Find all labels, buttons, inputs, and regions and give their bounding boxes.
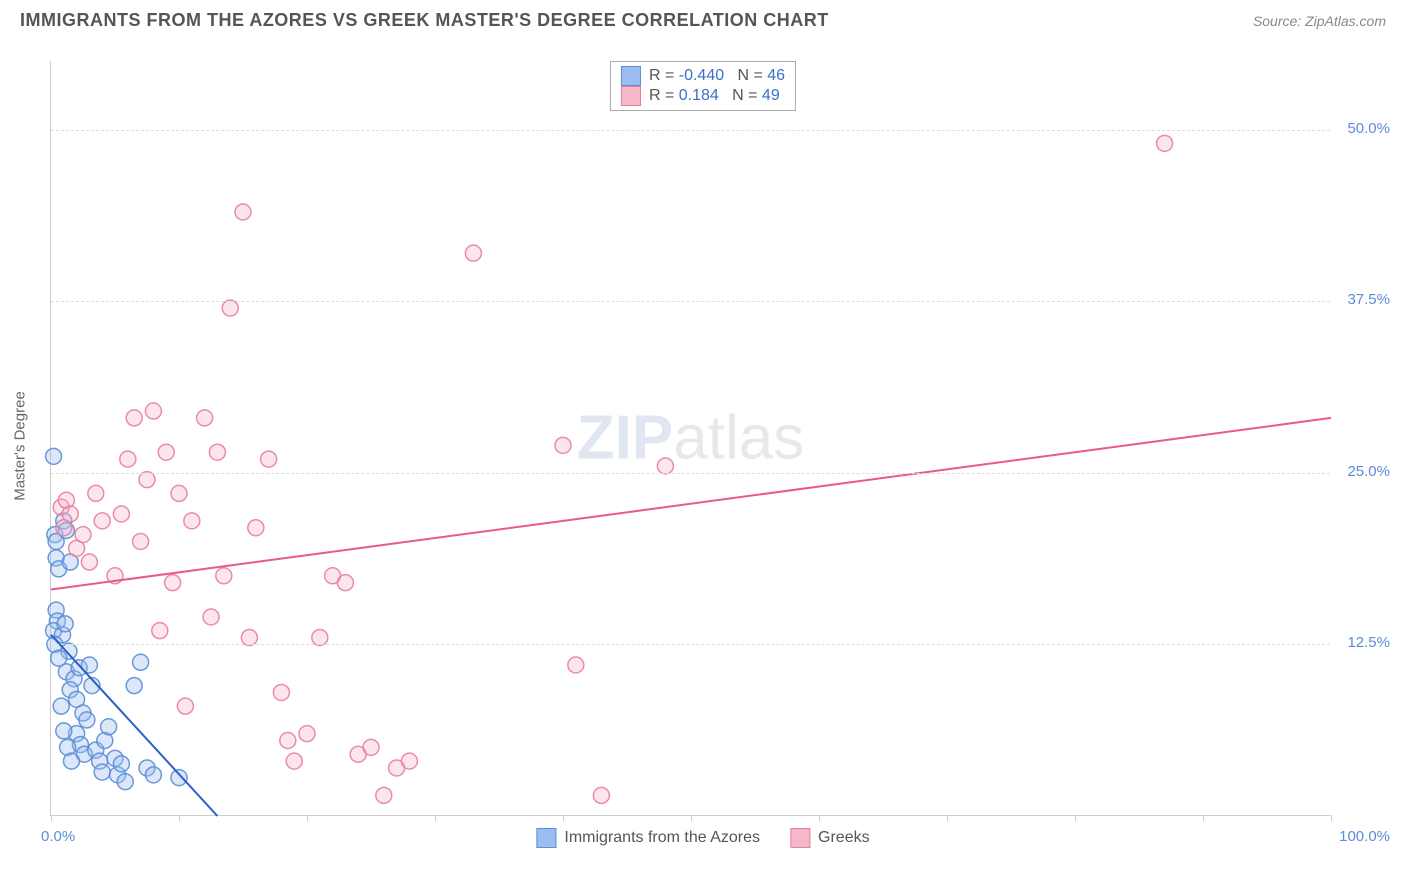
scatter-point: [79, 712, 95, 728]
scatter-point: [401, 753, 417, 769]
x-tick-mark: [1075, 815, 1076, 821]
legend-swatch: [621, 86, 641, 106]
scatter-point: [1157, 135, 1173, 151]
trend-line: [51, 418, 1331, 590]
scatter-point: [248, 520, 264, 536]
scatter-point: [209, 444, 225, 460]
scatter-point: [46, 448, 62, 464]
scatter-point: [299, 726, 315, 742]
scatter-point: [376, 787, 392, 803]
scatter-point: [197, 410, 213, 426]
y-axis-label: Master's Degree: [12, 391, 29, 501]
x-tick-mark: [1331, 815, 1332, 821]
scatter-point: [62, 506, 78, 522]
scatter-point: [145, 403, 161, 419]
x-tick-mark: [435, 815, 436, 821]
legend-row: R = -0.440 N = 46: [621, 66, 785, 86]
source-attribution: Source: ZipAtlas.com: [1253, 13, 1386, 29]
scatter-point: [280, 733, 296, 749]
scatter-point: [133, 533, 149, 549]
scatter-point: [94, 764, 110, 780]
scatter-point: [126, 410, 142, 426]
x-tick-mark: [307, 815, 308, 821]
scatter-point: [555, 437, 571, 453]
scatter-point: [171, 770, 187, 786]
gridline: [51, 473, 1330, 474]
scatter-point: [152, 623, 168, 639]
scatter-point: [177, 698, 193, 714]
chart-container: Master's Degree R = -0.440 N = 46 R = 0.1…: [0, 36, 1406, 856]
x-tick-mark: [179, 815, 180, 821]
scatter-point: [286, 753, 302, 769]
legend-swatch: [790, 828, 810, 848]
scatter-point: [101, 719, 117, 735]
scatter-point: [53, 698, 69, 714]
scatter-point: [203, 609, 219, 625]
scatter-point: [117, 774, 133, 790]
scatter-point: [51, 650, 67, 666]
scatter-point: [568, 657, 584, 673]
x-tick-label: 100.0%: [1335, 828, 1390, 845]
scatter-point: [337, 575, 353, 591]
plot-area: ZIPatlas 12.5%25.0%37.5%50.0%0.0%100.0%: [50, 61, 1330, 816]
legend-item: Greeks: [790, 828, 870, 848]
scatter-point: [145, 767, 161, 783]
scatter-point: [241, 630, 257, 646]
scatter-point: [165, 575, 181, 591]
x-tick-label: 0.0%: [41, 828, 75, 845]
legend-label: Immigrants from the Azores: [564, 829, 760, 847]
legend-swatch: [536, 828, 556, 848]
scatter-svg: [51, 61, 1330, 815]
scatter-point: [216, 568, 232, 584]
chart-title: IMMIGRANTS FROM THE AZORES VS GREEK MAST…: [20, 10, 829, 31]
legend-label: Greeks: [818, 829, 870, 847]
scatter-point: [261, 451, 277, 467]
correlation-legend: R = -0.440 N = 46 R = 0.184 N = 49: [610, 61, 796, 111]
scatter-point: [273, 684, 289, 700]
scatter-point: [75, 527, 91, 543]
scatter-point: [120, 451, 136, 467]
scatter-point: [158, 444, 174, 460]
legend-stat: R = -0.440 N = 46: [649, 67, 785, 85]
scatter-point: [94, 513, 110, 529]
scatter-point: [184, 513, 200, 529]
gridline: [51, 130, 1330, 131]
x-tick-mark: [563, 815, 564, 821]
y-tick-label: 25.0%: [1335, 463, 1390, 480]
gridline: [51, 301, 1330, 302]
x-tick-mark: [691, 815, 692, 821]
scatter-point: [593, 787, 609, 803]
scatter-point: [171, 485, 187, 501]
scatter-point: [56, 723, 72, 739]
series-legend: Immigrants from the Azores Greeks: [536, 828, 869, 848]
gridline: [51, 644, 1330, 645]
x-tick-mark: [1203, 815, 1204, 821]
x-tick-mark: [819, 815, 820, 821]
y-tick-label: 50.0%: [1335, 120, 1390, 137]
scatter-point: [235, 204, 251, 220]
scatter-point: [57, 616, 73, 632]
legend-stat: R = 0.184 N = 49: [649, 87, 780, 105]
legend-row: R = 0.184 N = 49: [621, 86, 785, 106]
scatter-point: [81, 554, 97, 570]
scatter-point: [133, 654, 149, 670]
legend-item: Immigrants from the Azores: [536, 828, 760, 848]
x-tick-mark: [51, 815, 52, 821]
y-tick-label: 12.5%: [1335, 634, 1390, 651]
x-tick-mark: [947, 815, 948, 821]
scatter-point: [465, 245, 481, 261]
legend-swatch: [621, 66, 641, 86]
scatter-point: [63, 753, 79, 769]
scatter-point: [363, 739, 379, 755]
scatter-point: [88, 485, 104, 501]
scatter-point: [312, 630, 328, 646]
scatter-point: [113, 756, 129, 772]
scatter-point: [222, 300, 238, 316]
scatter-point: [657, 458, 673, 474]
y-tick-label: 37.5%: [1335, 291, 1390, 308]
scatter-point: [113, 506, 129, 522]
scatter-point: [126, 678, 142, 694]
scatter-point: [139, 472, 155, 488]
